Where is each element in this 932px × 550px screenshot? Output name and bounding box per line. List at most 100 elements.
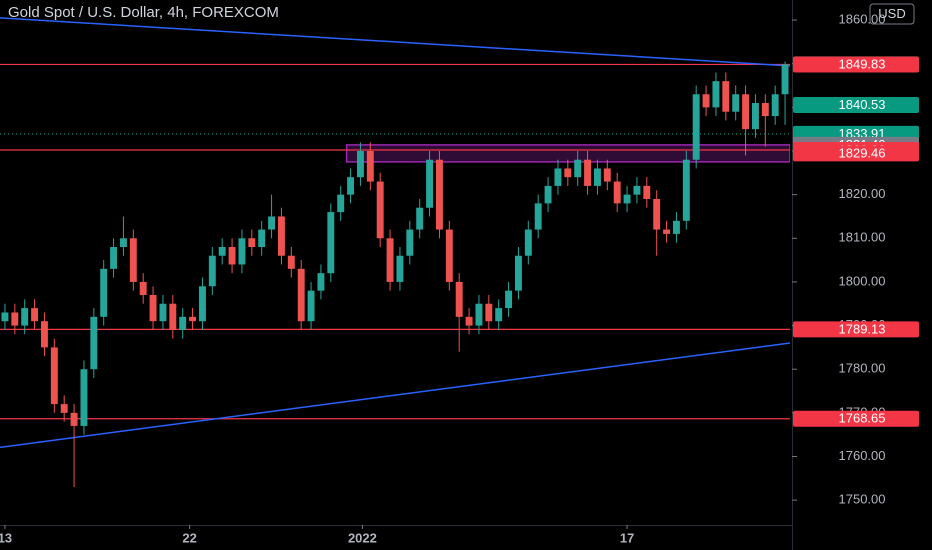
- candle-body: [287, 255, 295, 269]
- candle-body: [485, 303, 493, 322]
- candle-body: [366, 150, 374, 182]
- candle-body: [218, 247, 226, 256]
- candle-body: [297, 268, 305, 322]
- candle-body: [524, 229, 532, 256]
- candle-body: [426, 159, 434, 208]
- price-label: 1789.13: [793, 321, 919, 338]
- candle-body: [742, 94, 750, 130]
- trendline: [0, 342, 790, 449]
- candle-body: [31, 308, 39, 322]
- candle-body: [268, 216, 276, 230]
- candle-body: [238, 238, 246, 265]
- candle-body: [455, 281, 463, 317]
- candle-body: [189, 316, 197, 322]
- candle-body: [258, 229, 266, 248]
- candle-body: [435, 159, 443, 230]
- candle-body: [80, 369, 88, 426]
- candle-body: [198, 286, 206, 322]
- price-label-text: 1840.53: [839, 97, 886, 112]
- candle-body: [672, 220, 680, 234]
- candle-body: [732, 94, 740, 112]
- candle-body: [564, 168, 572, 178]
- candle-body: [475, 303, 483, 326]
- x-tick-label: 22: [182, 530, 196, 545]
- candle-body: [613, 181, 621, 204]
- candle-body: [228, 247, 236, 265]
- candle-body: [277, 216, 285, 256]
- price-label-box: [793, 321, 919, 338]
- candle-body: [445, 229, 453, 282]
- candle-body: [337, 194, 345, 213]
- plot-area: [0, 17, 790, 488]
- y-tick-label: 1780.00: [839, 361, 886, 376]
- candle-body: [603, 168, 611, 182]
- price-label: 1849.83: [793, 56, 919, 73]
- candle-body: [70, 412, 78, 426]
- candle-body: [179, 316, 187, 330]
- currency: USD: [878, 6, 905, 21]
- candle-body: [406, 229, 414, 256]
- candle-body: [514, 255, 522, 291]
- candle-body: [534, 203, 542, 230]
- candle-body: [1, 312, 9, 322]
- candle-body: [544, 185, 552, 204]
- candle-body: [50, 347, 58, 405]
- candle-body: [505, 290, 513, 309]
- price-label: 1840.53: [793, 97, 919, 114]
- candle-body: [169, 303, 177, 330]
- price-label-box: [793, 97, 919, 114]
- x-tick-label: 2022: [348, 530, 377, 545]
- candle-body: [396, 255, 404, 282]
- candle-body: [307, 290, 315, 322]
- candle-body: [248, 238, 256, 248]
- candle-body: [347, 177, 355, 195]
- price-label-box: [793, 56, 919, 73]
- candle-body: [149, 295, 157, 322]
- candle-body: [208, 255, 216, 287]
- candle-body: [386, 238, 394, 282]
- candle-body: [643, 185, 651, 200]
- candle-body: [119, 238, 127, 248]
- price-label-box: [793, 410, 919, 427]
- candle-body: [90, 316, 98, 370]
- candle-body: [356, 150, 364, 178]
- candle-body: [40, 321, 48, 348]
- candle-body: [663, 229, 671, 234]
- candle-body: [722, 81, 730, 112]
- y-tick-label: 1820.00: [839, 186, 886, 201]
- chart-title: Gold Spot / U.S. Dollar, 4h, FOREXCOM: [8, 4, 279, 21]
- candle-body: [584, 159, 592, 186]
- y-tick-label: 1860.00: [839, 12, 886, 27]
- candle-body: [702, 94, 710, 108]
- y-tick-label: 1750.00: [839, 492, 886, 507]
- y-tick-label: 1760.00: [839, 448, 886, 463]
- price-label-text: 1849.83: [839, 56, 886, 71]
- candle-body: [327, 212, 335, 274]
- trendline: [0, 17, 790, 67]
- candle-body: [761, 102, 769, 117]
- candle-body: [376, 181, 384, 239]
- candle-body: [781, 64, 789, 95]
- candle-body: [751, 102, 759, 130]
- price-label-box: [793, 145, 919, 162]
- price-label: 1829.46: [793, 145, 919, 162]
- currency-box[interactable]: [869, 3, 915, 25]
- candle-body: [771, 94, 779, 117]
- zone: [345, 144, 790, 163]
- price-label-text: 1829.46: [839, 145, 886, 160]
- candle-body: [110, 247, 118, 269]
- candle-body: [682, 159, 690, 221]
- y-tick-label: 1800.00: [839, 273, 886, 288]
- x-tick-label: 17: [620, 530, 634, 545]
- candle-body: [416, 207, 424, 230]
- candle-body: [574, 159, 582, 178]
- candle-body: [100, 268, 108, 317]
- candle-body: [11, 312, 19, 326]
- candle-body: [465, 316, 473, 326]
- candle-body: [495, 308, 503, 322]
- candle-body: [129, 238, 137, 282]
- candle-body: [60, 404, 68, 413]
- candle-body: [159, 303, 167, 322]
